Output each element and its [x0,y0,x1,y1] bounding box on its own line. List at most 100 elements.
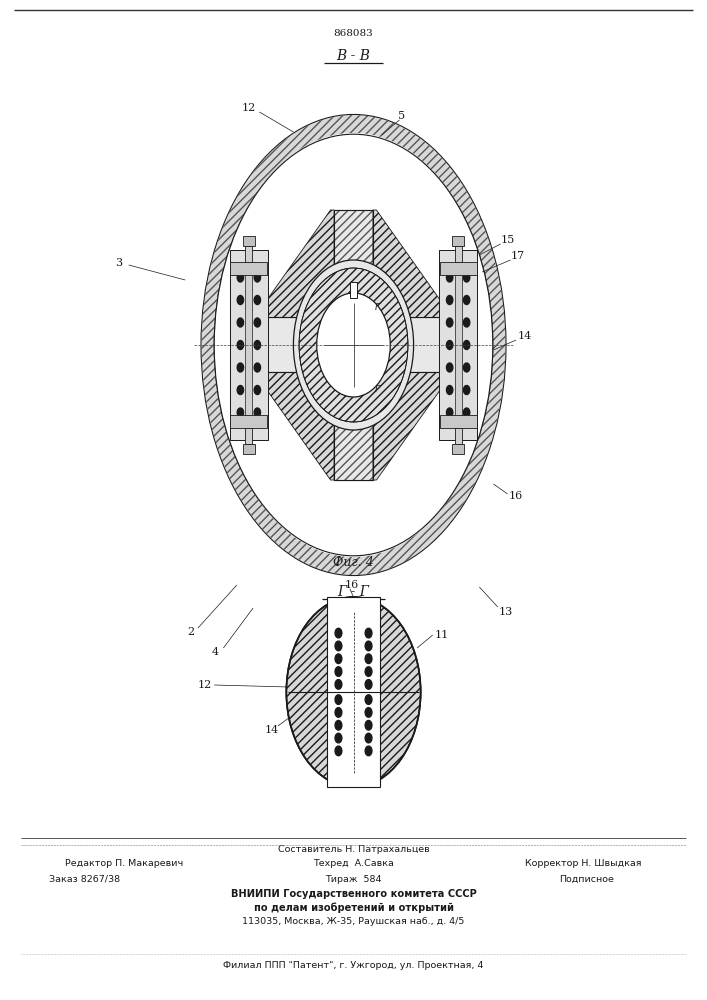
Circle shape [447,340,452,350]
Circle shape [237,318,243,327]
Circle shape [464,363,470,372]
Bar [230,250,268,440]
Circle shape [365,733,372,743]
Circle shape [317,293,390,397]
Bar [255,317,452,372]
Bar [349,282,357,298]
Circle shape [464,340,470,350]
Text: 17: 17 [510,251,525,261]
Bar [452,236,464,246]
Text: Составитель Н. Патрахальцев: Составитель Н. Патрахальцев [278,844,429,854]
Text: 13: 13 [498,607,513,617]
Circle shape [365,628,372,638]
Text: 14: 14 [265,725,279,735]
Text: Редактор П. Макаревич: Редактор П. Макаревич [64,858,183,867]
Text: Техред  А.Савка: Техред А.Савка [313,858,394,867]
Circle shape [237,385,243,394]
Bar [230,262,267,275]
Text: 14: 14 [518,331,532,341]
Circle shape [255,273,260,282]
Text: 5: 5 [398,111,405,121]
Polygon shape [255,210,334,318]
Polygon shape [255,372,334,480]
Text: по делам изобретений и открытий: по делам изобретений и открытий [254,903,453,913]
Bar [334,372,373,480]
Circle shape [237,295,243,304]
Circle shape [237,273,243,282]
Polygon shape [373,372,452,480]
Circle shape [293,260,414,430]
Bar [245,246,252,262]
Bar [243,444,255,454]
Polygon shape [373,210,452,318]
Text: 3: 3 [115,258,122,268]
Text: 113035, Москва, Ж-35, Раушская наб., д. 4/5: 113035, Москва, Ж-35, Раушская наб., д. … [243,918,464,926]
Bar [455,246,462,262]
Bar [230,415,267,428]
Bar [455,428,462,444]
Circle shape [365,708,372,717]
Circle shape [255,385,260,394]
Circle shape [335,667,342,676]
Text: 16: 16 [509,491,523,501]
Circle shape [365,667,372,676]
Circle shape [365,746,372,756]
Bar [334,210,373,480]
Circle shape [335,708,342,717]
Text: Г - Г: Г - Г [337,585,370,599]
Text: ВНИИПИ Государственного комитета СССР: ВНИИПИ Государственного комитета СССР [230,889,477,899]
Text: 12: 12 [242,103,256,113]
Circle shape [255,363,260,372]
Text: Г: Г [375,384,380,393]
Circle shape [255,408,260,417]
Bar [440,415,477,428]
Bar [334,210,373,318]
Text: 11: 11 [435,630,449,640]
Circle shape [335,720,342,730]
Ellipse shape [201,115,506,575]
Circle shape [464,408,470,417]
Circle shape [255,295,260,304]
Text: Фиг. 5: Фиг. 5 [333,764,374,776]
Circle shape [335,746,342,756]
Circle shape [299,268,408,422]
Circle shape [286,597,421,787]
Ellipse shape [214,134,493,556]
Circle shape [237,408,243,417]
Text: Г: Г [375,304,380,312]
Text: Тираж  584: Тираж 584 [325,874,382,884]
Text: Подписное: Подписное [559,874,614,884]
Text: 13: 13 [349,727,363,737]
Text: 16: 16 [345,580,359,590]
Circle shape [464,273,470,282]
Bar [439,250,477,440]
Circle shape [365,641,372,651]
Circle shape [447,363,452,372]
Circle shape [365,680,372,689]
Text: 868083: 868083 [334,28,373,37]
Circle shape [447,273,452,282]
Bar [243,236,255,246]
Circle shape [365,720,372,730]
Circle shape [335,695,342,704]
Bar [455,264,462,426]
Circle shape [237,363,243,372]
Circle shape [335,733,342,743]
Text: Филиал ППП "Патент", г. Ужгород, ул. Проектная, 4: Филиал ППП "Патент", г. Ужгород, ул. Про… [223,962,484,970]
Bar [245,428,252,444]
Circle shape [335,628,342,638]
Circle shape [335,680,342,689]
Circle shape [464,385,470,394]
Circle shape [464,295,470,304]
Circle shape [335,641,342,651]
Circle shape [447,408,452,417]
Bar [327,597,380,787]
Circle shape [447,318,452,327]
Text: 12: 12 [198,680,212,690]
Circle shape [447,385,452,394]
Text: Корректор Н. Швыдкая: Корректор Н. Швыдкая [525,858,641,867]
Bar [255,317,452,372]
Ellipse shape [201,115,506,575]
Text: 2: 2 [187,627,194,637]
Circle shape [255,340,260,350]
